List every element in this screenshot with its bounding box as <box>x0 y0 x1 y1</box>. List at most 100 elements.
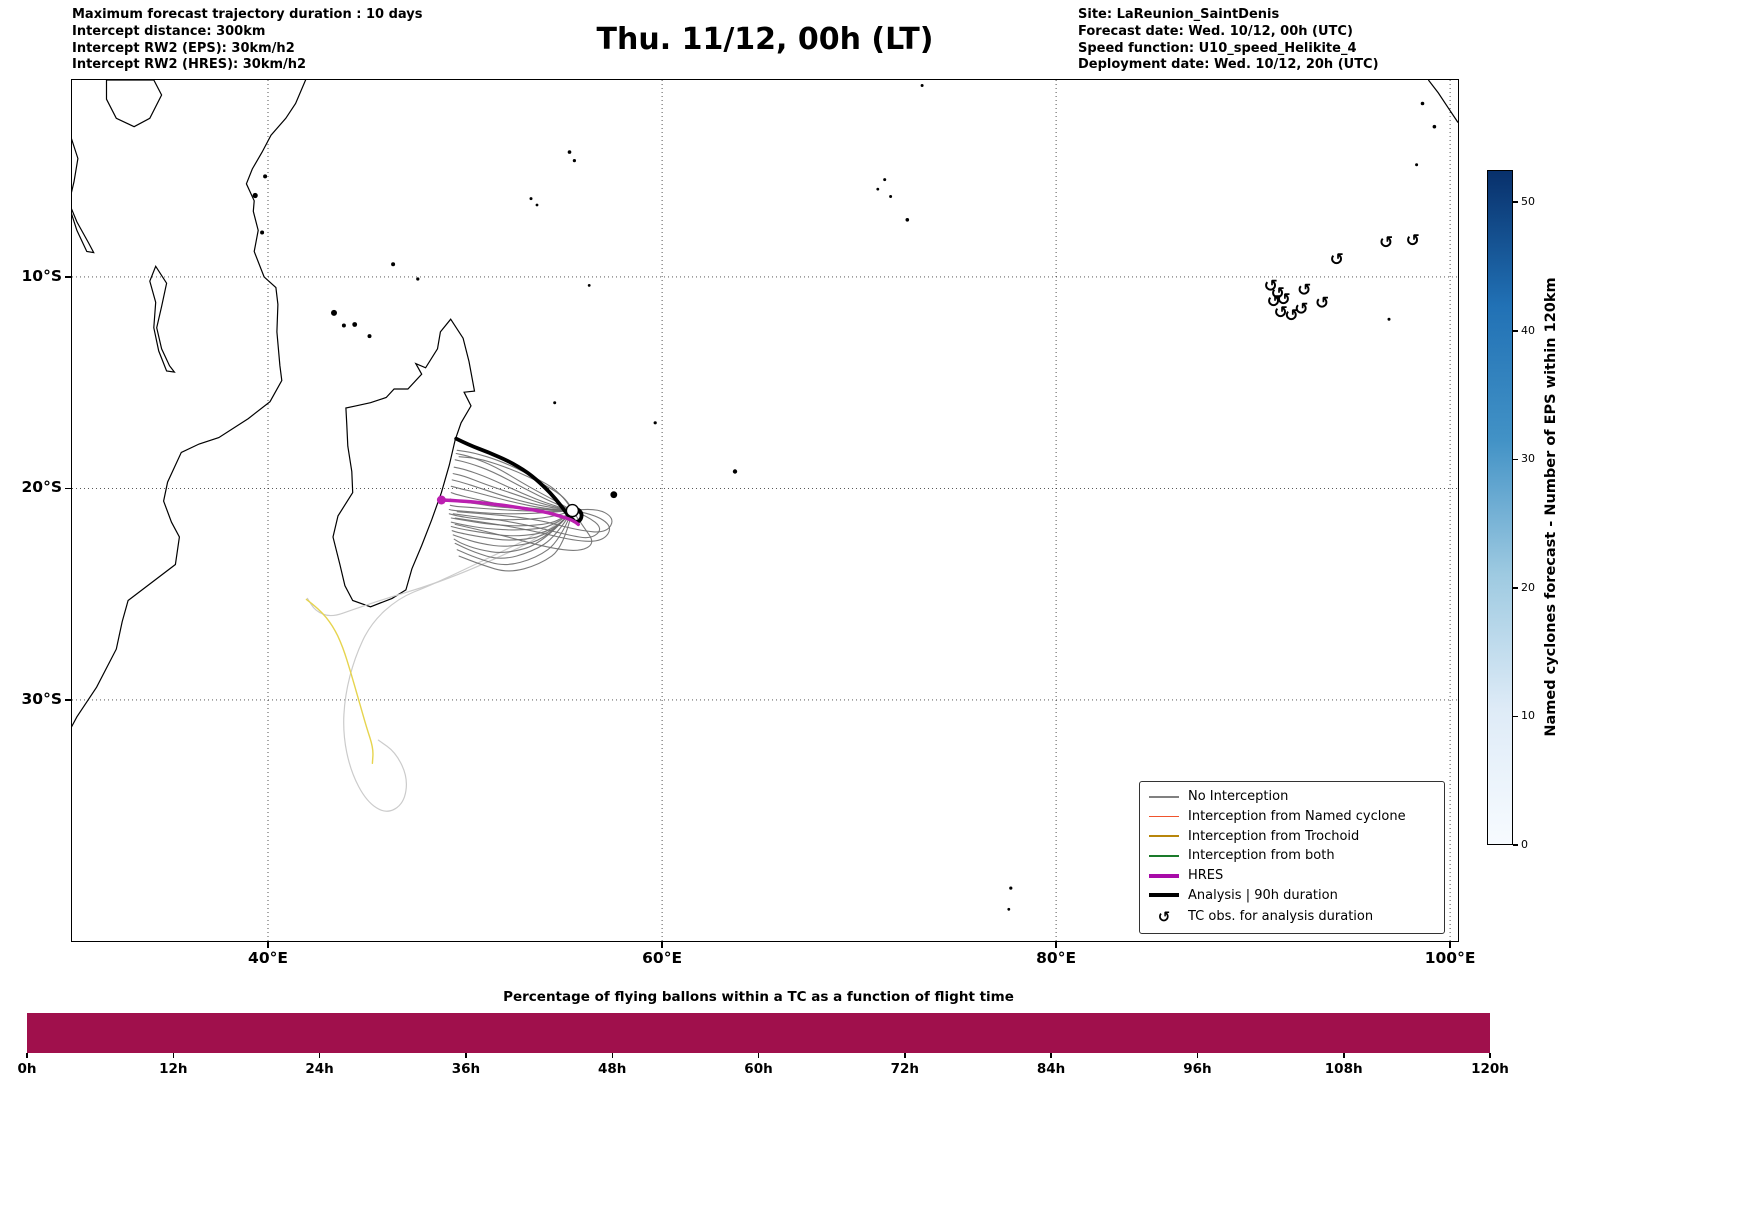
flight-time-tick-label: 60h <box>744 1061 773 1077</box>
island-dot <box>1009 886 1013 890</box>
island-dots <box>252 84 1437 911</box>
legend-item: Interception from both <box>1149 848 1435 863</box>
ensemble-trajectory <box>458 456 573 512</box>
legend-item: HRES <box>1149 868 1435 883</box>
island-dot <box>416 277 420 281</box>
lon-tick-label: 40°E <box>248 949 288 967</box>
tc-observations: ↺↺↺↺↺↺↺↺↺↺↺ ↺ <box>1264 231 1420 326</box>
island-dot <box>1415 163 1419 167</box>
tc-obs-icon: ↺ <box>1271 284 1285 304</box>
colorbar-tick-label: 40 <box>1521 323 1535 337</box>
figure-title: Thu. 11/12, 00h (LT) <box>596 22 934 57</box>
legend-line-sample <box>1149 873 1179 878</box>
legend-line-sample <box>1149 855 1179 857</box>
legend-line-sample <box>1149 835 1179 838</box>
flight-time-tick <box>26 1053 28 1058</box>
tc-obs-icon: ↺ <box>1294 300 1308 320</box>
lat-tick-label: 20°S <box>21 478 62 497</box>
trochoid-trajectory <box>305 598 374 764</box>
island-dot <box>1420 101 1425 106</box>
lake-outline <box>149 264 176 373</box>
flight-time-tick-label: 0h <box>17 1061 37 1077</box>
island-dot <box>653 421 657 425</box>
flight-time-tick <box>611 1053 613 1058</box>
legend-item: No Interception <box>1149 789 1435 804</box>
legend-item-label: No Interception <box>1188 789 1289 805</box>
flight-time-tick-label: 24h <box>305 1061 334 1077</box>
lon-tick <box>1055 941 1057 948</box>
flight-time-tick-label: 120h <box>1471 1061 1509 1077</box>
lon-tick-label: 100°E <box>1424 949 1476 967</box>
flight-time-tick <box>757 1053 760 1058</box>
ensemble-trajectory <box>456 449 573 512</box>
legend-item-label: Interception from Trochoid <box>1188 828 1360 844</box>
lon-tick-label: 60°E <box>642 949 683 967</box>
legend-item-label: Interception from Named cyclone <box>1188 809 1406 825</box>
flight-time-tick-label: 84h <box>1036 1061 1066 1077</box>
colorbar-tick-label: 30 <box>1521 452 1535 466</box>
flight-time-tick-label: 72h <box>890 1061 919 1077</box>
lat-tick <box>65 699 71 701</box>
ensemble-trajectory <box>451 510 573 541</box>
island-dot <box>367 334 372 339</box>
legend-item-label: HRES <box>1188 868 1224 884</box>
ensemble-trajectory <box>452 510 601 539</box>
ensemble-trajectory <box>456 508 613 533</box>
colorbar-tick <box>1513 587 1518 589</box>
legend-line-sample <box>1149 815 1179 818</box>
grid-lines <box>72 80 1458 941</box>
ensemble-trajectory <box>450 485 573 512</box>
lat-tick <box>65 487 71 490</box>
lat-tick <box>65 276 71 278</box>
site-text: Site: LaReunion_SaintDenis <box>1078 7 1280 22</box>
legend-line-sample <box>1149 893 1179 898</box>
colorbar-tick <box>1513 715 1518 718</box>
island-dot <box>535 203 539 207</box>
island-dot <box>553 401 557 405</box>
legend: No Interception Interception from Named c… <box>1139 781 1445 934</box>
flight-bar-title: Percentage of flying ballons within a TC… <box>503 989 1014 1005</box>
island-dot <box>732 469 738 474</box>
ensemble-trajectory <box>448 508 573 515</box>
forecast-date-text: Forecast date: Wed. 10/12, 00h (UTC) <box>1078 23 1353 39</box>
flight-time-tick-label: 36h <box>451 1061 481 1077</box>
island-dot <box>252 192 258 199</box>
forecast-params-block: Maximum forecast trajectory duration : 1… <box>72 7 423 74</box>
tc-obs-icon: ↺ <box>1297 281 1311 301</box>
intercept-rw2-eps-text: Intercept RW2 (EPS): 30km/h2 <box>72 40 295 56</box>
flight-time-tick <box>1343 1053 1345 1058</box>
tc-obs-icon: ↺ <box>1379 233 1393 253</box>
ensemble-trajectories <box>448 449 613 572</box>
island-dot <box>610 491 618 499</box>
island-dot <box>572 159 576 163</box>
intercept-rw2-hres-text: Intercept RW2 (HRES): 30km/h2 <box>72 57 307 73</box>
colorbar-tick-label: 0 <box>1521 838 1528 851</box>
lon-tick <box>1449 941 1451 948</box>
ensemble-trajectory <box>454 510 573 559</box>
tc-symbol-icon: ↺ <box>1157 907 1171 926</box>
tc-obs-icon: ↺ <box>1264 276 1278 296</box>
colorbar-tick <box>1513 458 1518 460</box>
deployment-site-marker <box>565 503 580 518</box>
lat-tick-label: 10°S <box>21 266 62 285</box>
legend-item-label: TC obs. for analysis duration <box>1188 909 1374 925</box>
island-dot <box>341 323 346 328</box>
legend-item: ↺ TC obs. for analysis duration <box>1149 908 1435 926</box>
island-dot <box>889 195 893 198</box>
island-dot <box>567 150 572 154</box>
island-dot <box>883 178 887 182</box>
flight-time-tick-label: 108h <box>1324 1061 1363 1077</box>
trochoid-trajectories <box>305 598 374 764</box>
max-duration-text: Maximum forecast trajectory duration : 1… <box>72 7 423 22</box>
colorbar <box>1487 170 1513 845</box>
island-dot <box>260 230 265 235</box>
deployment-date-text: Deployment date: Wed. 10/12, 20h (UTC) <box>1078 57 1379 73</box>
flight-time-tick <box>904 1053 906 1058</box>
island-dot <box>331 309 337 316</box>
outlier-trajectory <box>343 510 573 812</box>
legend-line-sample <box>1149 796 1179 798</box>
island-dot <box>391 262 396 267</box>
flight-time-tick <box>465 1053 467 1058</box>
lon-tick-label: 80°E <box>1036 949 1077 967</box>
